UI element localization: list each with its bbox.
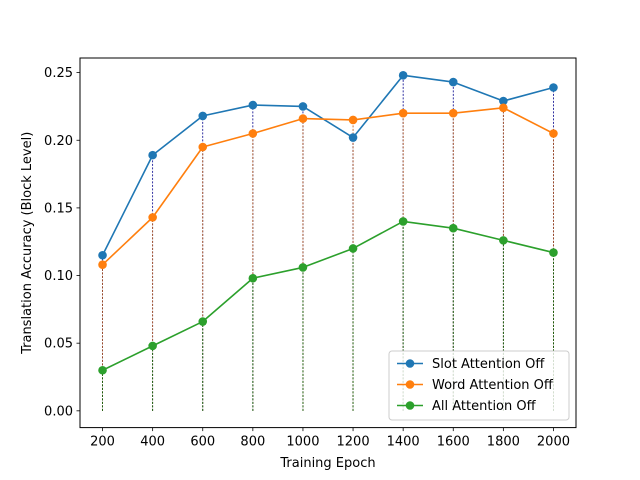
data-point: [148, 150, 157, 160]
x-tick-label: 200: [90, 435, 115, 450]
series-line-3: [102, 220, 554, 371]
data-point: [198, 317, 208, 326]
x-axis-label: Training Epoch: [279, 456, 375, 471]
y-tick-label: 0.25: [44, 66, 73, 81]
x-tick-label: 1800: [487, 435, 520, 450]
y-tick-label: 0.15: [44, 201, 73, 216]
data-point: [98, 260, 107, 270]
x-tick-label: 1000: [286, 435, 319, 450]
data-point: [298, 102, 308, 111]
data-point: [398, 217, 408, 226]
data-point: [298, 263, 308, 272]
legend-swatch-marker: [405, 380, 415, 389]
x-tick-label: 1600: [437, 435, 470, 450]
data-point: [448, 108, 458, 118]
data-point: [98, 365, 107, 375]
x-tick-label: 400: [140, 435, 165, 450]
data-point: [348, 244, 358, 253]
x-tick-label: 600: [190, 435, 215, 450]
data-point: [298, 114, 308, 123]
y-tick-label: 0.20: [44, 134, 73, 149]
y-tick-label: 0.10: [44, 269, 73, 284]
data-point: [499, 103, 508, 113]
legend-label: All Attention Off: [432, 399, 537, 414]
legend-box: [388, 350, 570, 421]
data-point: [348, 133, 358, 142]
legend-swatch-marker: [405, 401, 415, 410]
data-point: [198, 142, 208, 152]
data-point: [348, 115, 358, 125]
data-point: [248, 273, 258, 283]
data-point: [248, 129, 258, 138]
data-point: [148, 213, 157, 222]
data-point: [499, 236, 508, 245]
data-point: [549, 248, 558, 257]
data-point: [499, 96, 508, 106]
legend-label: Slot Attention Off: [432, 357, 545, 372]
data-point: [398, 108, 408, 118]
data-point: [549, 129, 558, 138]
y-tick-label: 0.00: [44, 404, 73, 419]
x-tick-label: 1400: [387, 435, 420, 450]
data-point: [448, 223, 458, 233]
x-tick-label: 2000: [537, 435, 570, 450]
data-point: [198, 111, 208, 121]
legend-label: Word Attention Off: [432, 378, 554, 393]
data-point: [398, 71, 408, 80]
series-markers: [98, 71, 558, 375]
data-point: [448, 77, 458, 87]
legend-swatch-marker: [405, 359, 415, 368]
y-axis: 0.00 0.05 0.10 0.15 0.20 0.25: [44, 66, 80, 419]
series-line-2: [102, 106, 554, 266]
data-point: [248, 100, 258, 110]
x-axis: 200 400 600 800 1000 1200 1400 1600 1800 2000: [90, 427, 570, 450]
plot-frame: [79, 57, 577, 429]
x-tick-label: 800: [240, 435, 265, 450]
series-lines: [101, 74, 554, 371]
series-line-1: [101, 74, 554, 256]
y-tick-label: 0.05: [44, 337, 73, 352]
data-point: [148, 341, 157, 351]
data-point: [549, 83, 558, 92]
data-point: [98, 250, 107, 260]
y-axis-label: Translation Accuracy (Block Level): [20, 132, 35, 355]
x-tick-label: 1200: [337, 435, 370, 450]
legend: Slot Attention Off Word Attention Off All …: [388, 350, 570, 421]
